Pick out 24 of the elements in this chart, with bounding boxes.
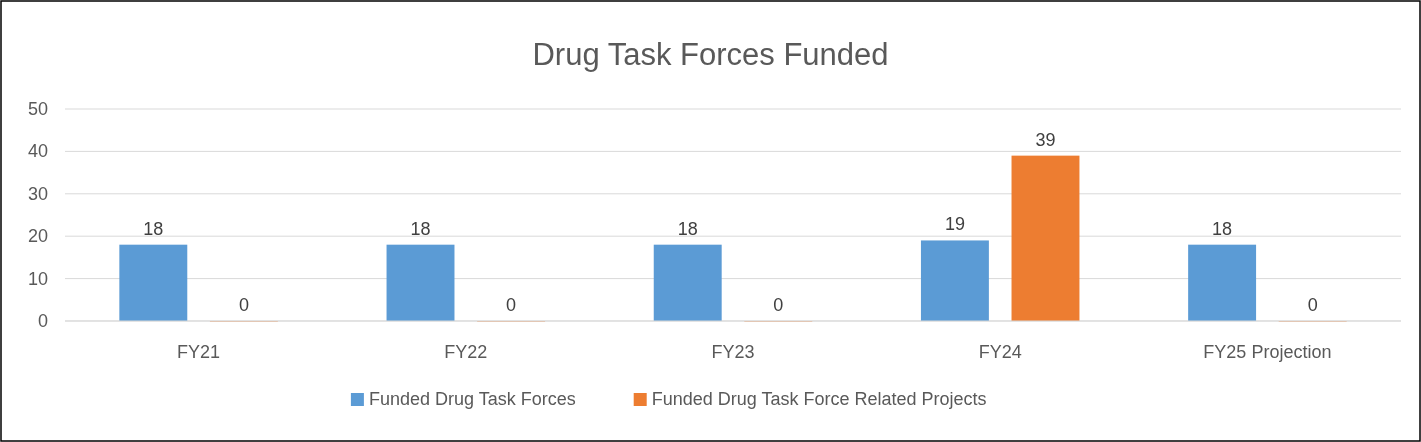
x-tick-label: FY21 [177,342,221,362]
data-label: 39 [1035,129,1056,150]
legend-label: Funded Drug Task Forces [368,389,576,409]
x-tick-label: FY25 Projection [1203,342,1332,362]
y-tick-label: 0 [37,311,48,331]
x-tick-label: FY22 [444,342,488,362]
y-tick-label: 50 [27,99,48,119]
data-label: 18 [410,218,431,239]
data-label: 19 [944,214,965,235]
x-tick-label: FY24 [978,342,1022,362]
data-label: 18 [143,218,164,239]
legend-label: Funded Drug Task Force Related Projects [651,389,987,409]
data-label: 0 [506,295,517,315]
chart-title: Drug Task Forces Funded [532,37,889,72]
data-label: 0 [238,295,249,315]
data-label: 0 [773,295,784,315]
y-tick-label: 30 [27,183,48,204]
data-label: 0 [1307,295,1318,315]
x-tick-label: FY23 [711,342,755,362]
data-label: 18 [1212,218,1233,239]
y-tick-label: 40 [27,141,48,162]
y-tick-label: 20 [27,226,48,247]
y-tick-label: 10 [27,268,48,289]
data-label: 18 [677,218,698,239]
